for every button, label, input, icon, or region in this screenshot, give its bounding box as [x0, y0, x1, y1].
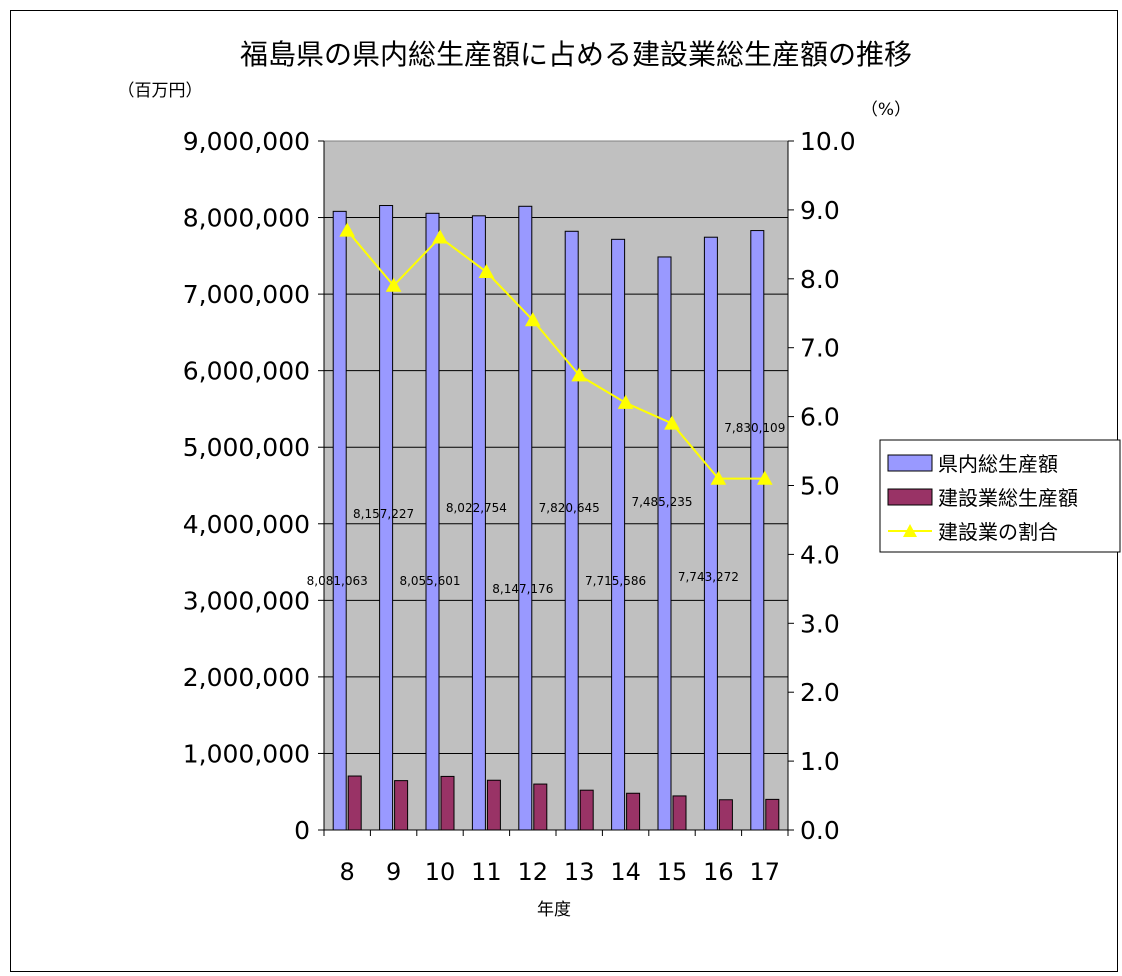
bar-construction-production [579, 789, 594, 831]
y2-tick-label: 8.0 [800, 265, 840, 294]
y-tick-label: 6,000,000 [183, 357, 310, 386]
plot-area [323, 140, 789, 831]
x-tick-label: 9 [386, 858, 401, 886]
bar-construction-production [394, 780, 409, 831]
bar-construction-production [672, 795, 687, 831]
bar-construction-production [347, 775, 362, 831]
y-tick-label: 1,000,000 [183, 739, 310, 768]
legend-marker-ratio [903, 524, 917, 537]
chart-title: 福島県の県内総生産額に占める建設業総生産額の推移 [240, 38, 912, 71]
ratio-point [478, 263, 495, 279]
ratio-point [432, 229, 448, 244]
x-tick-label: 17 [750, 858, 781, 886]
y-tick-label: 5,000,000 [183, 433, 310, 462]
y2-tick-label: 7.0 [800, 334, 840, 363]
ratio-point [617, 394, 634, 409]
y-tick-label: 8,000,000 [183, 204, 310, 233]
y2-tick-label: 9.0 [800, 196, 840, 225]
ratio-point [339, 222, 356, 237]
bar-total-production [332, 210, 347, 831]
bar-construction-production [440, 775, 455, 831]
ratio-point [756, 470, 773, 485]
ratio-point [524, 312, 541, 327]
bar-total-production [564, 230, 579, 831]
ratio-point [664, 415, 680, 430]
y2-tick-label: 10.0 [800, 127, 856, 156]
bar-construction-production [626, 792, 641, 831]
legend-label-ratio: 建設業の割合 [938, 520, 1058, 544]
legend-label-total-production: 県内総生産額 [938, 452, 1058, 476]
bar-total-production [703, 236, 718, 831]
data-label-total-production: 7,830,109 [724, 421, 785, 435]
bar-construction-production [765, 798, 780, 831]
y2-tick-label: 0.0 [800, 816, 840, 845]
legend-swatch-construction-production [887, 488, 933, 506]
y-tick-label: 3,000,000 [183, 586, 310, 615]
bar-construction-production [718, 799, 733, 831]
data-label-total-production: 7,820,645 [539, 501, 600, 515]
y2-tick-label: 4.0 [800, 540, 840, 569]
bar-total-production [471, 215, 486, 831]
bar-construction-production [486, 779, 501, 831]
legend-label-construction-production: 建設業総生産額 [938, 486, 1078, 510]
y-tick-label: 4,000,000 [183, 510, 310, 539]
x-tick-label: 10 [425, 858, 456, 886]
x-tick-label: 15 [657, 858, 688, 886]
x-tick-label: 12 [518, 858, 549, 886]
y-tick-label: 0 [294, 816, 310, 845]
data-label-total-production: 7,715,586 [585, 574, 646, 588]
bar-total-production [518, 205, 533, 831]
bar-total-production [750, 230, 765, 831]
data-label-total-production: 8,055,601 [399, 574, 460, 588]
ratio-line [339, 222, 773, 485]
x-tick-label: 11 [471, 858, 502, 886]
y2-tick-label: 2.0 [800, 678, 840, 707]
x-axis-label: 年度 [537, 900, 571, 920]
data-label-total-production: 7,743,272 [678, 570, 739, 584]
data-labels: 8,081,063 8,157,227 8,055,601 8,022,754 8,14… [307, 421, 786, 596]
data-label-total-production: 8,081,063 [307, 574, 368, 588]
y-tick-label: 2,000,000 [183, 663, 310, 692]
ratio-point [571, 367, 588, 382]
bar-total-production [611, 238, 626, 831]
x-tick-label: 14 [610, 858, 641, 886]
y-tick-label: 9,000,000 [183, 127, 310, 156]
x-tick-label: 8 [340, 858, 355, 886]
bars [332, 205, 780, 831]
bar-total-production [657, 256, 672, 831]
data-label-total-production: 7,485,235 [631, 495, 692, 509]
y2-tick-label: 1.0 [800, 747, 840, 776]
y-tick-label: 7,000,000 [183, 280, 310, 309]
left-axis-unit: （百万円） [118, 81, 203, 101]
y2-tick-label: 6.0 [800, 403, 840, 432]
data-label-total-production: 8,022,754 [446, 501, 507, 515]
legend-swatch-total-production [887, 454, 933, 472]
right-axis-unit: （%） [861, 100, 911, 120]
ratio-line-path [346, 229, 765, 480]
data-label-total-production: 8,157,227 [353, 507, 414, 521]
data-label-total-production: 8,147,176 [492, 582, 553, 596]
axes: 0 1,000,000 2,000,000 3,000,000 4,000,000 5,0… [183, 127, 856, 886]
y2-tick-label: 3.0 [800, 609, 840, 638]
ratio-point [710, 470, 727, 485]
x-tick-label: 13 [564, 858, 595, 886]
bar-construction-production [533, 783, 548, 831]
bar-total-production [425, 212, 440, 831]
x-tick-label: 16 [703, 858, 734, 886]
ratio-point [385, 277, 402, 292]
y2-tick-label: 5.0 [800, 472, 840, 501]
